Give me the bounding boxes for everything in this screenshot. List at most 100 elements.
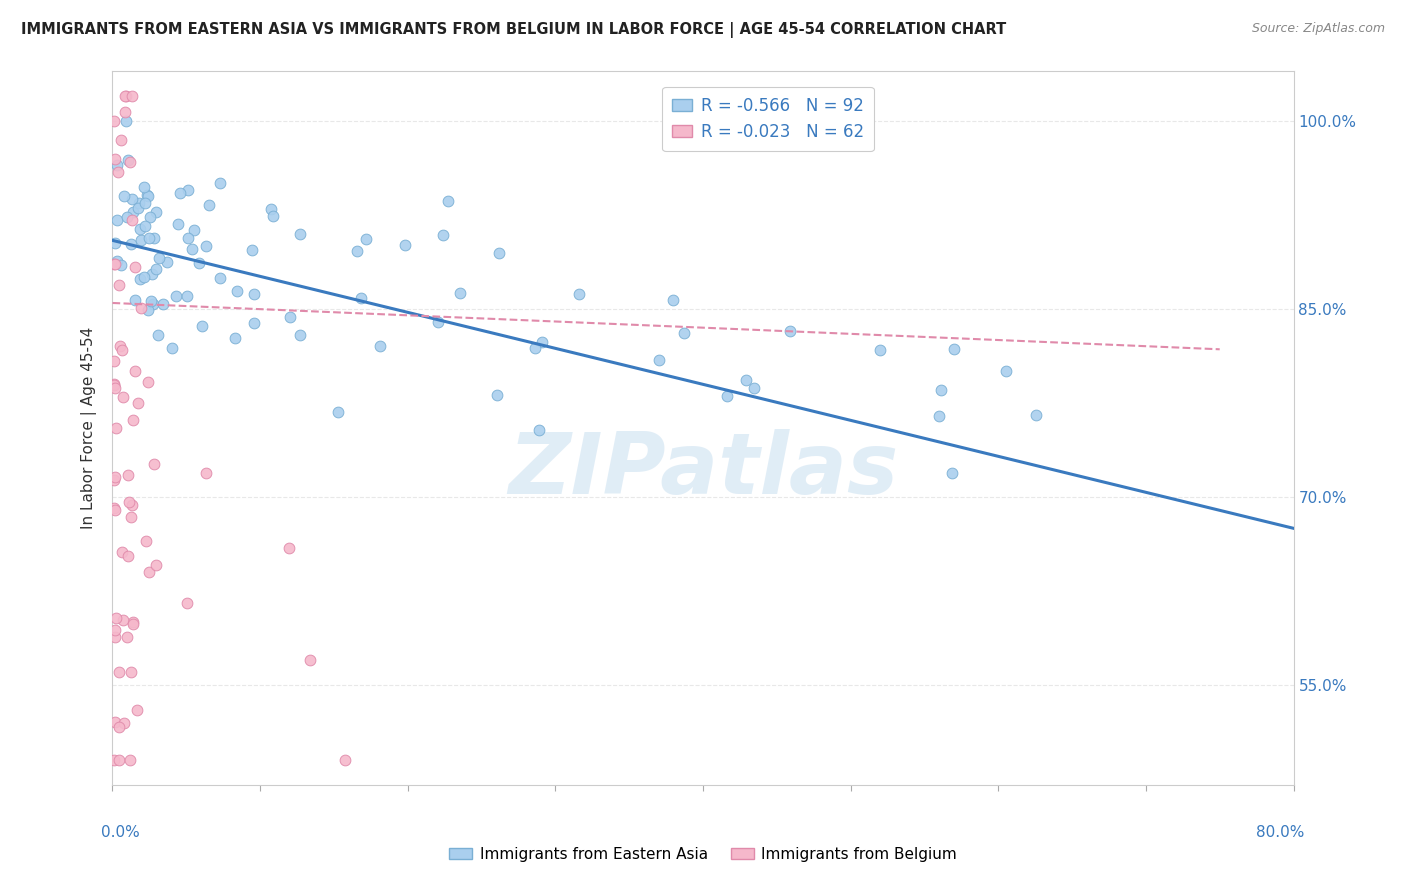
Point	[488, 245, 510, 260]
Point	[145, 204, 167, 219]
Point	[349, 291, 371, 305]
Point	[103, 353, 125, 368]
Point	[103, 753, 125, 767]
Point	[225, 284, 247, 298]
Point	[208, 177, 231, 191]
Point	[105, 157, 128, 171]
Point	[114, 89, 136, 103]
Point	[104, 257, 127, 271]
Point	[527, 423, 550, 437]
Point	[648, 353, 671, 368]
Point	[105, 254, 128, 268]
Point	[104, 381, 127, 395]
Point	[136, 303, 159, 318]
Point	[104, 236, 127, 251]
Point	[111, 390, 134, 404]
Point	[120, 509, 142, 524]
Point	[191, 318, 214, 333]
Point	[104, 630, 127, 644]
Point	[209, 270, 232, 285]
Point	[181, 243, 204, 257]
Point	[290, 328, 312, 343]
Legend: Immigrants from Eastern Asia, Immigrants from Belgium: Immigrants from Eastern Asia, Immigrants…	[443, 841, 963, 868]
Point	[128, 196, 150, 211]
Point	[869, 343, 891, 357]
Point	[105, 212, 128, 227]
Point	[121, 89, 143, 103]
Y-axis label: In Labor Force | Age 45-54: In Labor Force | Age 45-54	[80, 327, 97, 529]
Point	[224, 331, 246, 345]
Point	[152, 297, 174, 311]
Point	[568, 287, 591, 301]
Point	[941, 467, 963, 481]
Point	[129, 272, 152, 286]
Point	[120, 236, 142, 251]
Point	[145, 558, 167, 572]
Point	[110, 258, 132, 272]
Point	[104, 624, 127, 638]
Point	[120, 154, 142, 169]
Point	[183, 223, 205, 237]
Point	[346, 244, 368, 258]
Point	[104, 421, 127, 435]
Point	[127, 703, 149, 717]
Point	[111, 545, 134, 559]
Point	[117, 549, 139, 563]
Point	[132, 179, 155, 194]
Point	[110, 133, 132, 147]
Point	[427, 314, 450, 328]
Point	[121, 204, 143, 219]
Point	[120, 665, 142, 679]
Point	[716, 389, 738, 403]
Point	[928, 409, 950, 424]
Point	[138, 231, 160, 245]
Point	[735, 373, 758, 387]
Point	[111, 343, 134, 357]
Point	[142, 231, 165, 245]
Point	[103, 152, 125, 166]
Point	[108, 720, 131, 734]
Point	[165, 288, 187, 302]
Point	[333, 753, 356, 767]
Point	[146, 328, 169, 343]
Point	[169, 186, 191, 200]
Text: 80.0%: 80.0%	[1257, 825, 1305, 840]
Point	[108, 277, 131, 292]
Point	[104, 503, 127, 517]
Point	[105, 611, 128, 625]
Point	[112, 189, 135, 203]
Point	[118, 753, 141, 767]
Point	[742, 381, 765, 395]
Point	[134, 196, 156, 211]
Point	[121, 498, 143, 512]
Legend: R = -0.566   N = 92, R = -0.023   N = 62: R = -0.566 N = 92, R = -0.023 N = 62	[662, 87, 873, 151]
Point	[432, 227, 454, 242]
Point	[197, 198, 219, 212]
Point	[103, 378, 125, 392]
Point	[108, 753, 131, 767]
Point	[194, 238, 217, 252]
Point	[124, 293, 146, 307]
Point	[139, 293, 162, 308]
Point	[112, 613, 135, 627]
Point	[103, 500, 125, 515]
Point	[112, 715, 135, 730]
Point	[134, 219, 156, 233]
Point	[121, 213, 143, 227]
Point	[524, 341, 547, 355]
Point	[135, 534, 157, 549]
Point	[240, 243, 263, 257]
Point	[107, 165, 129, 179]
Point	[138, 211, 160, 225]
Point	[187, 256, 209, 270]
Point	[148, 252, 170, 266]
Point	[136, 375, 159, 389]
Point	[278, 541, 301, 555]
Point	[108, 338, 131, 352]
Point	[135, 188, 157, 202]
Point	[177, 183, 200, 197]
Point	[437, 194, 460, 208]
Point	[176, 595, 198, 609]
Point	[326, 404, 349, 418]
Point	[122, 615, 145, 630]
